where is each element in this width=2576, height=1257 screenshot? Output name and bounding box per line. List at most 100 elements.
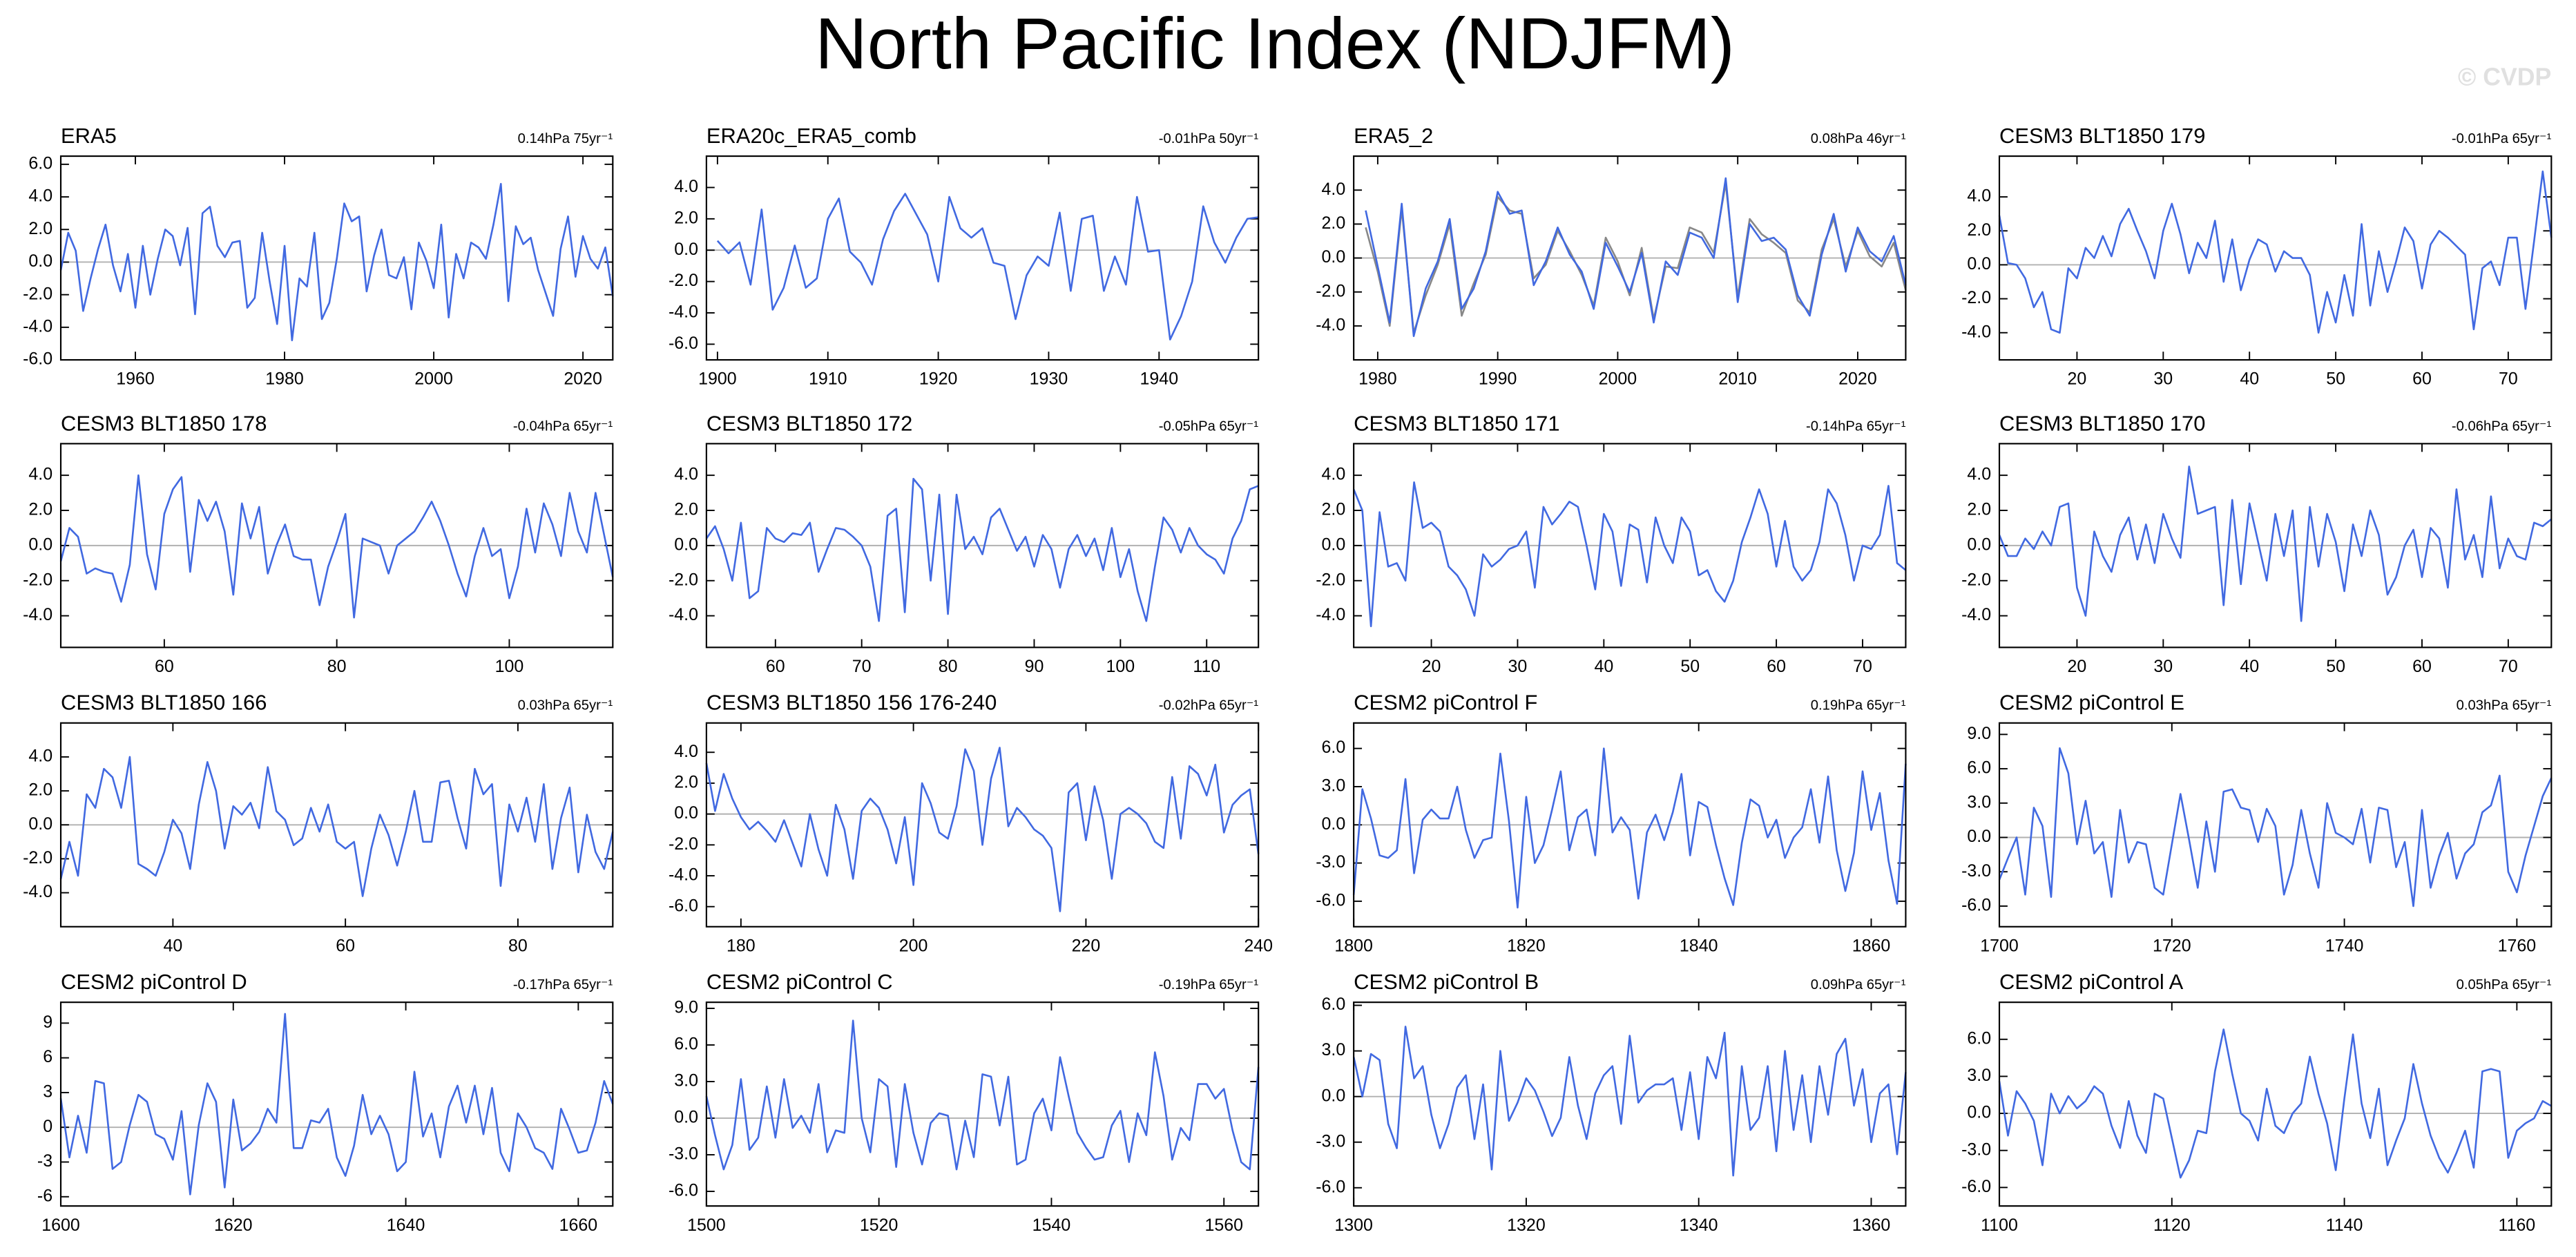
plot-frame (1998, 722, 2553, 928)
y-tick-label: 2.0 (674, 208, 698, 227)
x-tick-label: 1980 (1358, 370, 1397, 389)
series-line (1352, 1026, 1907, 1177)
x-tick-label: 60 (336, 936, 355, 955)
y-tick-label: -3.0 (1961, 861, 1991, 881)
y-tick-label: 2.0 (1322, 500, 1346, 519)
y-tick-label: 4.0 (28, 465, 52, 484)
x-tick-label: 1940 (1140, 370, 1179, 389)
trend-label: -0.06hPa 65yr⁻¹ (2452, 419, 2552, 434)
y-tick-label: 0.0 (1322, 247, 1346, 267)
y-tick-label: -3.0 (1961, 1140, 1991, 1159)
x-tick-label: 60 (2412, 657, 2432, 676)
x-tick-label: 80 (939, 657, 958, 676)
y-tick-label: 3.0 (1967, 1066, 1991, 1085)
x-tick-label: 2020 (1838, 370, 1877, 389)
y-tick-label: -6.0 (1961, 1177, 1991, 1196)
y-tick-label: -2.0 (23, 284, 52, 303)
x-tick-label: 40 (1594, 657, 1613, 676)
x-tick-label: 70 (2499, 657, 2518, 676)
x-tick-label: 70 (852, 657, 872, 676)
y-tick-label: -4.0 (1316, 605, 1345, 624)
panel-title: CESM2 piControl A (1999, 970, 2184, 994)
x-tick-label: 1860 (1852, 936, 1891, 955)
y-tick-label: 3.0 (1322, 1040, 1346, 1059)
y-tick-label: 6.0 (1322, 995, 1346, 1014)
y-tick-label: 4.0 (674, 177, 698, 196)
x-tick-label: 70 (2499, 370, 2518, 389)
x-tick-label: 1100 (1981, 1216, 2018, 1235)
x-tick-label: 1320 (1507, 1216, 1546, 1235)
y-tick-label: 2.0 (1967, 500, 1991, 519)
x-tick-label: 70 (1853, 657, 1872, 676)
y-tick-label: -4.0 (1961, 322, 1991, 341)
y-tick-label: 0.0 (1322, 535, 1346, 554)
y-tick-label: -6.0 (23, 349, 52, 369)
y-tick-label: -2.0 (23, 848, 52, 867)
y-tick-label: -6.0 (669, 1181, 698, 1200)
y-tick-label: 0.0 (674, 240, 698, 259)
trend-label: 0.03hPa 65yr⁻¹ (2457, 698, 2552, 713)
series-line (716, 193, 1259, 340)
y-tick-label: 6.0 (1967, 758, 1991, 778)
y-tick-label: -2.0 (1316, 570, 1345, 589)
panel-title: CESM2 piControl B (1354, 970, 1539, 994)
x-tick-label: 1700 (1980, 936, 2019, 955)
y-tick-label: -4.0 (23, 316, 52, 336)
x-tick-label: 60 (2412, 370, 2432, 389)
series-line (705, 477, 1259, 622)
watermark: © CVDP (2458, 64, 2551, 91)
y-tick-label: 0.0 (28, 251, 52, 271)
x-tick-label: 30 (1508, 657, 1528, 676)
y-tick-label: 9 (43, 1013, 52, 1032)
y-tick-label: 6.0 (1322, 738, 1346, 757)
trend-label: -0.01hPa 50yr⁻¹ (1159, 131, 1259, 146)
x-tick-label: 1720 (2153, 936, 2191, 955)
x-tick-label: 30 (2153, 370, 2173, 389)
y-tick-label: 9.0 (674, 998, 698, 1017)
x-tick-label: 60 (155, 657, 174, 676)
series-line (1998, 747, 2553, 908)
plot-frame (1353, 155, 1907, 361)
y-tick-label: -6.0 (669, 334, 698, 353)
y-tick-label: 6.0 (28, 153, 52, 173)
series-line (59, 756, 614, 897)
series-line (1352, 747, 1907, 909)
panel-title: CESM3 BLT1850 172 (707, 411, 912, 435)
series-line (705, 1019, 1260, 1171)
series-line (1365, 177, 1907, 337)
y-tick-label: 2.0 (1322, 213, 1346, 233)
panel-title: CESM2 piControl E (1999, 691, 2184, 715)
y-tick-label: -4.0 (1316, 315, 1345, 334)
x-tick-label: 1820 (1507, 936, 1546, 955)
x-tick-label: 1640 (387, 1216, 425, 1235)
x-tick-label: 1980 (265, 370, 304, 389)
y-tick-label: 0 (43, 1117, 52, 1136)
series-line (1998, 1028, 2552, 1179)
y-tick-label: 0.0 (1967, 827, 1991, 846)
trend-label: 0.19hPa 65yr⁻¹ (1811, 698, 1906, 713)
y-tick-label: -3.0 (1316, 852, 1345, 872)
x-tick-label: 110 (1193, 657, 1220, 676)
trend-label: -0.04hPa 65yr⁻¹ (513, 419, 613, 434)
y-tick-label: -2.0 (1316, 281, 1345, 300)
x-tick-label: 50 (1680, 657, 1700, 676)
y-tick-label: 4.0 (1967, 465, 1991, 484)
x-tick-label: 1930 (1030, 370, 1068, 389)
y-tick-label: 0.0 (674, 535, 698, 554)
x-tick-label: 1990 (1479, 370, 1517, 389)
trend-label: -0.01hPa 65yr⁻¹ (2452, 131, 2552, 146)
x-tick-label: 1740 (2325, 936, 2364, 955)
x-tick-label: 20 (2068, 657, 2087, 676)
plot-frame (59, 155, 614, 361)
y-tick-label: 0.0 (28, 535, 52, 554)
plot-frame (1353, 1001, 1907, 1207)
trend-label: -0.14hPa 65yr⁻¹ (1806, 419, 1906, 434)
trend-label: 0.03hPa 65yr⁻¹ (518, 698, 613, 713)
y-tick-label: 0.0 (1967, 535, 1991, 554)
y-tick-label: -2.0 (669, 271, 698, 290)
y-tick-label: -6.0 (1316, 890, 1345, 910)
y-tick-label: 4.0 (674, 742, 698, 761)
x-tick-label: 1900 (698, 370, 737, 389)
